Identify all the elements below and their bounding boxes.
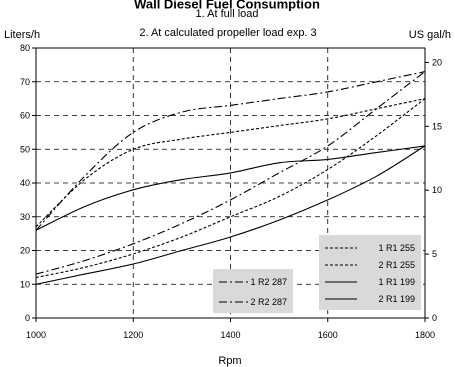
y-right-tick-label: 15 bbox=[432, 121, 442, 131]
series-line-2-r1-199 bbox=[35, 145, 426, 285]
series-lines bbox=[35, 71, 426, 285]
series-line-1-r2-287 bbox=[35, 71, 426, 231]
chart-title: Wall Diesel Fuel Consumption bbox=[134, 0, 320, 12]
legend-label: 2 R2 287 bbox=[250, 297, 287, 307]
x-tick-label: 1800 bbox=[415, 330, 435, 340]
y-left-tick-label: 0 bbox=[25, 313, 30, 323]
x-tick-label: 1200 bbox=[123, 330, 143, 340]
y-left-tick-label: 60 bbox=[20, 111, 30, 121]
legend-label: 2 R1 199 bbox=[378, 294, 415, 304]
legends: 1 R2 287 2 R2 287 1 R1 255 2 R1 255 1 R1 199… bbox=[213, 235, 421, 313]
y-left-tick-label: 50 bbox=[20, 144, 30, 154]
y-left-tick-label: 20 bbox=[20, 246, 30, 256]
legend-label: 1 R1 255 bbox=[378, 243, 415, 253]
axis-ticks: 0 10 20 30 40 50 60 70 80 1000 1200 1400 1600 1800 0 5 1… bbox=[20, 43, 442, 340]
y-left-tick-label: 30 bbox=[20, 212, 30, 222]
legend-label: 2 R1 255 bbox=[378, 260, 415, 270]
y-right-tick-label: 20 bbox=[432, 57, 442, 67]
x-tick-label: 1400 bbox=[220, 330, 240, 340]
chart-subtitle-1: 1. At full load bbox=[196, 8, 259, 20]
y-left-tick-label: 80 bbox=[20, 43, 30, 53]
legend-box bbox=[213, 269, 293, 313]
x-tick-label: 1600 bbox=[318, 330, 338, 340]
series-line-2-r2-287 bbox=[35, 71, 426, 275]
legend-label: 1 R2 287 bbox=[250, 277, 287, 287]
series-line-1-r1-255 bbox=[35, 98, 426, 228]
y-left-tick-label: 40 bbox=[20, 178, 30, 188]
legend-label: 1 R1 199 bbox=[378, 277, 415, 287]
y-right-tick-label: 0 bbox=[432, 313, 437, 323]
chart-subtitle-2: 2. At calculated propeller load exp. 3 bbox=[139, 27, 316, 39]
x-axis-label: Rpm bbox=[218, 355, 241, 367]
series-line-1-r1-199 bbox=[35, 145, 426, 231]
y-right-tick-label: 5 bbox=[432, 249, 437, 259]
x-tick-label: 1000 bbox=[26, 330, 46, 340]
y-right-tick-label: 10 bbox=[432, 185, 442, 195]
y-axis-right-label: US gal/h bbox=[409, 29, 451, 41]
y-axis-left-label: Liters/h bbox=[4, 29, 40, 41]
y-left-tick-label: 10 bbox=[20, 279, 30, 289]
y-left-tick-label: 70 bbox=[20, 77, 30, 87]
